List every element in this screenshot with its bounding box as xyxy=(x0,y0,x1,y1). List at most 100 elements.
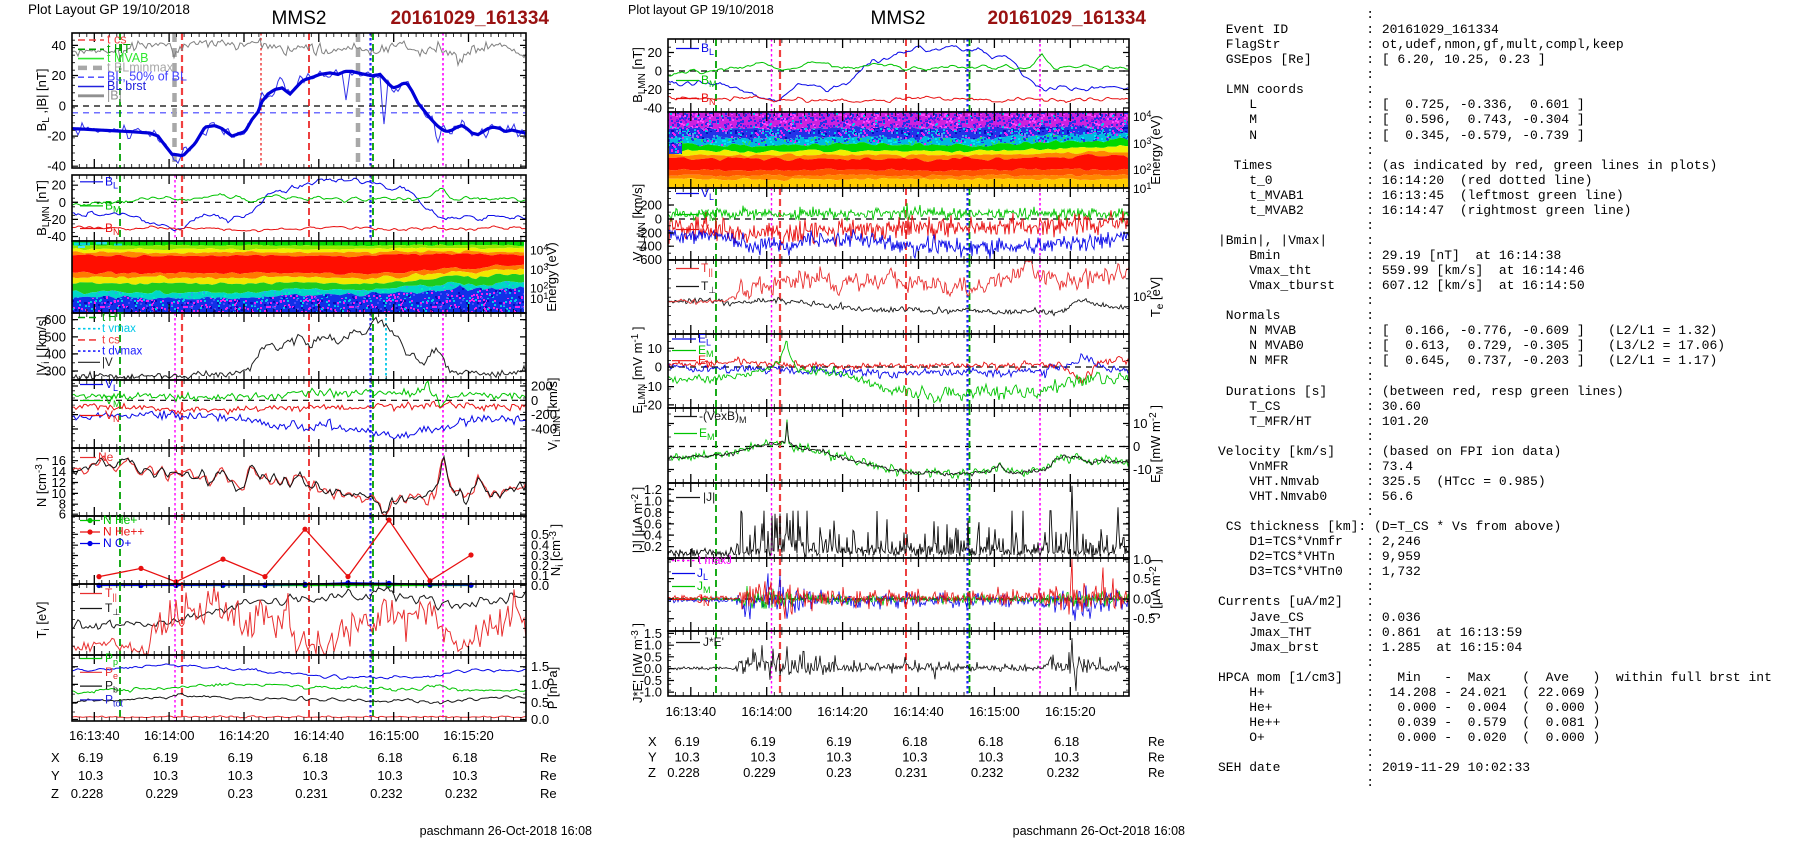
svg-text:10.3: 10.3 xyxy=(78,768,103,783)
svg-text:10.3: 10.3 xyxy=(377,768,402,783)
svg-text:6.19: 6.19 xyxy=(750,734,775,749)
svg-text:Ne: Ne xyxy=(98,450,114,464)
svg-text:Re: Re xyxy=(1148,765,1165,780)
svg-text:6: 6 xyxy=(59,507,66,522)
svg-text:40: 40 xyxy=(52,38,66,53)
svg-text:10.3: 10.3 xyxy=(902,750,927,765)
svg-text:Y: Y xyxy=(648,750,657,765)
svg-text:Re: Re xyxy=(1148,734,1165,749)
svg-text:1.5: 1.5 xyxy=(531,659,549,674)
svg-text:400: 400 xyxy=(44,346,66,361)
svg-text:0.5: 0.5 xyxy=(531,695,549,710)
svg-text:EN: EN xyxy=(698,353,713,369)
svg-text:0.0: 0.0 xyxy=(531,712,549,727)
svg-text:0.1: 0.1 xyxy=(531,568,549,583)
svg-text:paschmann 26-Oct-2018 16:08: paschmann 26-Oct-2018 16:08 xyxy=(1013,824,1185,838)
svg-text:600: 600 xyxy=(44,312,66,327)
svg-text:0: 0 xyxy=(655,64,662,79)
svg-text:10.3: 10.3 xyxy=(674,750,699,765)
svg-text:1.0: 1.0 xyxy=(644,638,662,653)
svg-text:10.3: 10.3 xyxy=(750,750,775,765)
svg-text:0: 0 xyxy=(59,99,66,114)
svg-text:16:15:00: 16:15:00 xyxy=(368,728,419,743)
svg-text:BLMN [nT]: BLMN [nT] xyxy=(630,47,648,103)
svg-text:0.231: 0.231 xyxy=(895,765,928,780)
svg-text:t dvmax: t dvmax xyxy=(102,346,143,358)
svg-text:0.229: 0.229 xyxy=(146,786,179,801)
svg-text:-40: -40 xyxy=(47,229,66,244)
svg-text:10.3: 10.3 xyxy=(153,768,178,783)
svg-text:|B|: |B| xyxy=(107,88,122,102)
svg-text:1.5: 1.5 xyxy=(644,626,662,641)
svg-text:t BLminmax: t BLminmax xyxy=(107,60,174,74)
svg-text:200: 200 xyxy=(531,379,553,394)
svg-text:JN: JN xyxy=(697,592,710,608)
svg-text:Ni [cm-3 ]: Ni [cm-3 ] xyxy=(548,524,566,576)
svg-text:0.23: 0.23 xyxy=(228,786,253,801)
svg-text:BN: BN xyxy=(105,221,120,237)
svg-text:16:13:40: 16:13:40 xyxy=(69,728,120,743)
svg-text:MMS2: MMS2 xyxy=(272,8,327,29)
svg-text:20161029_161334: 20161029_161334 xyxy=(390,8,549,29)
svg-text:8: 8 xyxy=(59,497,66,512)
svg-text:EM [mW m-2 ]: EM [mW m-2 ] xyxy=(1148,405,1166,483)
svg-text:0.228: 0.228 xyxy=(71,786,104,801)
svg-text:20161029_161334: 20161029_161334 xyxy=(987,8,1146,29)
svg-text:Ti [eV]: Ti [eV] xyxy=(34,602,52,639)
svg-text:104: 104 xyxy=(530,243,548,258)
svg-text:ELMN [mV m-1 ]: ELMN [mV m-1 ] xyxy=(630,326,648,413)
svg-text:12: 12 xyxy=(52,475,66,490)
svg-text:0.0: 0.0 xyxy=(1133,592,1151,607)
svg-text:0.23: 0.23 xyxy=(826,765,851,780)
svg-text:BM: BM xyxy=(105,198,121,214)
svg-text:N He+: N He+ xyxy=(103,513,137,527)
svg-text:0: 0 xyxy=(655,360,662,375)
svg-text:EM: EM xyxy=(699,426,715,442)
svg-text:-0.5: -0.5 xyxy=(640,673,662,688)
svg-text:|V: |V xyxy=(102,357,113,369)
svg-text:-0.5: -0.5 xyxy=(1133,611,1155,626)
svg-text:0.4: 0.4 xyxy=(644,528,662,543)
svg-text:16: 16 xyxy=(52,453,66,468)
svg-text:16:15:00: 16:15:00 xyxy=(969,704,1020,719)
svg-text:MMS2: MMS2 xyxy=(871,8,926,29)
svg-text:|Vi | [km/s]: |Vi | [km/s] xyxy=(34,316,52,376)
svg-text:0.229: 0.229 xyxy=(743,765,776,780)
svg-text:16:14:00: 16:14:00 xyxy=(144,728,195,743)
svg-text:VM: VM xyxy=(701,207,717,223)
svg-text:X: X xyxy=(648,734,657,749)
svg-text:0.232: 0.232 xyxy=(445,786,478,801)
svg-text:1.2: 1.2 xyxy=(644,482,662,497)
svg-text:0.5: 0.5 xyxy=(1133,571,1151,586)
svg-text:16:14:40: 16:14:40 xyxy=(893,704,944,719)
svg-text:6.19: 6.19 xyxy=(78,750,103,765)
svg-text:0: 0 xyxy=(655,212,662,227)
svg-text:T||: T|| xyxy=(701,261,713,277)
svg-text:EM: EM xyxy=(698,343,714,359)
svg-text:500: 500 xyxy=(44,329,66,344)
svg-text:T⊥: T⊥ xyxy=(701,279,716,295)
svg-text:6.19: 6.19 xyxy=(674,734,699,749)
svg-text:0.232: 0.232 xyxy=(971,765,1004,780)
svg-text:1.0: 1.0 xyxy=(644,494,662,509)
svg-text:VN: VN xyxy=(701,222,716,238)
svg-text:10.3: 10.3 xyxy=(1054,750,1079,765)
svg-text:-1.0: -1.0 xyxy=(640,685,662,700)
svg-text:6.18: 6.18 xyxy=(902,734,927,749)
svg-text:6.18: 6.18 xyxy=(1054,734,1079,749)
svg-text:Z: Z xyxy=(51,786,59,801)
svg-text:Re: Re xyxy=(1148,750,1165,765)
svg-text:102: 102 xyxy=(530,280,548,295)
svg-text:10: 10 xyxy=(52,486,66,501)
svg-text:0.4: 0.4 xyxy=(531,538,549,553)
svg-text:-200: -200 xyxy=(636,226,662,241)
svg-text:0.232: 0.232 xyxy=(370,786,403,801)
svg-text:0.0: 0.0 xyxy=(644,661,662,676)
svg-text:BM: BM xyxy=(701,73,717,89)
svg-text:Y: Y xyxy=(51,768,60,783)
svg-text:-(VexB)M: -(VexB)M xyxy=(699,409,747,425)
svg-text:10.3: 10.3 xyxy=(228,768,253,783)
svg-text:Vi LMN [km/s]: Vi LMN [km/s] xyxy=(545,377,563,450)
svg-text:1.0: 1.0 xyxy=(531,677,549,692)
svg-text:10.3: 10.3 xyxy=(452,768,477,783)
